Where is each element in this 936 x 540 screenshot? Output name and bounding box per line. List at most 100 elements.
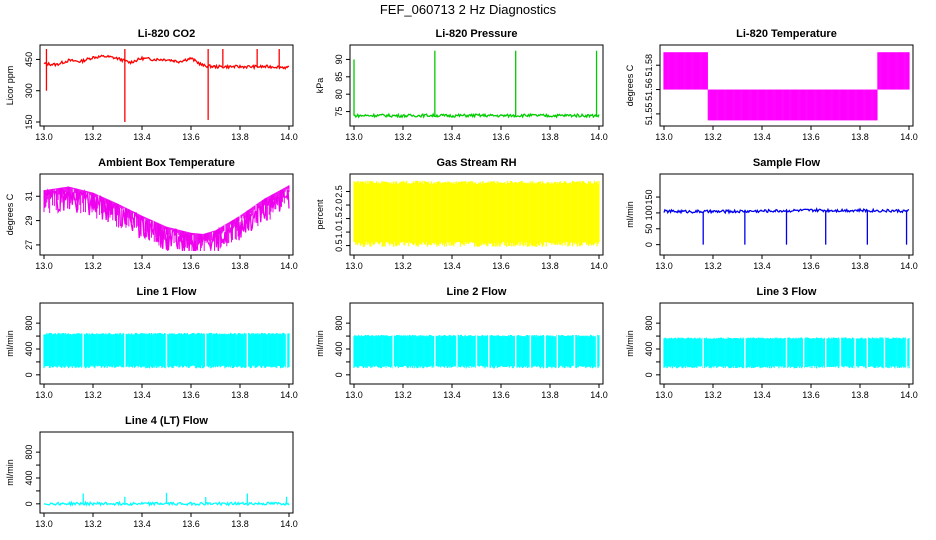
plot-frame bbox=[39, 431, 294, 514]
chart-panel: Line 4 (LT) Flow ml/min 13.0 13.2 13.4 13.6 13… bbox=[5, 415, 298, 529]
x-tick-label: 13.4 bbox=[133, 132, 151, 142]
y-tick-label: 31 bbox=[24, 191, 34, 201]
x-tick-label: 13.0 bbox=[655, 132, 673, 142]
y-tick-label: 50 bbox=[644, 224, 654, 234]
x-tick-label: 13.4 bbox=[133, 261, 151, 271]
chart-panel: Line 3 Flow ml/min 13.0 13.2 13.4 13.6 13.8 14.… bbox=[625, 286, 918, 400]
x-tick-label: 14.0 bbox=[900, 261, 918, 271]
y-tick-label: 150 bbox=[24, 114, 34, 129]
chart-panel: Line 1 Flow ml/min 13.0 13.2 13.4 13.6 13.8 14.… bbox=[5, 286, 298, 400]
y-tick-label: 800 bbox=[644, 316, 654, 331]
x-tick-label: 13.6 bbox=[182, 132, 200, 142]
chart-title: Line 2 Flow bbox=[447, 286, 507, 298]
x-tick-label: 14.0 bbox=[280, 261, 298, 271]
y-tick-label: 800 bbox=[24, 445, 34, 460]
plot-frame bbox=[39, 173, 294, 256]
x-tick-label: 13.4 bbox=[753, 390, 771, 400]
y-tick-label: 0 bbox=[644, 242, 654, 247]
y-axis-label: ml/min bbox=[625, 201, 635, 228]
plot-frame bbox=[349, 44, 604, 127]
x-tick-label: 13.0 bbox=[655, 261, 673, 271]
x-tick-label: 13.2 bbox=[84, 390, 102, 400]
x-tick-label: 13.0 bbox=[655, 390, 673, 400]
x-tick-label: 13.2 bbox=[704, 132, 722, 142]
plot-frame bbox=[349, 173, 604, 256]
y-axis-label: kPa bbox=[315, 78, 325, 94]
chart-title: Li-820 CO2 bbox=[138, 28, 195, 40]
chart-panel: Line 2 Flow ml/min 13.0 13.2 13.4 13.6 13.8 14.… bbox=[315, 286, 608, 400]
x-tick-label: 13.8 bbox=[851, 132, 869, 142]
x-tick-label: 13.4 bbox=[133, 390, 151, 400]
y-tick-label: 400 bbox=[334, 341, 344, 356]
y-tick-label: 150 bbox=[644, 190, 654, 205]
x-tick-label: 13.6 bbox=[182, 390, 200, 400]
chart-title: Line 3 Flow bbox=[757, 286, 817, 298]
x-tick-label: 13.6 bbox=[492, 390, 510, 400]
y-tick-label: 0 bbox=[644, 372, 654, 377]
y-tick-label: 27 bbox=[24, 240, 34, 250]
x-tick-label: 13.0 bbox=[345, 390, 363, 400]
chart-title: Sample Flow bbox=[753, 157, 821, 169]
x-tick-label: 13.6 bbox=[492, 132, 510, 142]
x-tick-label: 14.0 bbox=[590, 390, 608, 400]
x-tick-label: 13.2 bbox=[84, 132, 102, 142]
x-tick-label: 13.6 bbox=[802, 261, 820, 271]
y-tick-label: 400 bbox=[24, 341, 34, 356]
y-tick-label: 800 bbox=[24, 316, 34, 331]
x-tick-label: 13.8 bbox=[231, 261, 249, 271]
chart-title: Ambient Box Temperature bbox=[98, 157, 235, 169]
chart-title: Line 4 (LT) Flow bbox=[125, 415, 208, 427]
y-tick-label: 0 bbox=[24, 372, 34, 377]
y-tick-label: 0 bbox=[334, 372, 344, 377]
plot-frame bbox=[659, 44, 914, 127]
y-tick-label: 0 bbox=[24, 501, 34, 506]
x-tick-label: 13.8 bbox=[851, 390, 869, 400]
y-tick-label: 29 bbox=[24, 216, 34, 226]
plot-frame bbox=[659, 173, 914, 256]
x-tick-label: 13.0 bbox=[35, 261, 53, 271]
chart-panel: Li-820 CO2 Licor ppm 13.0 13.2 13.4 13.6 13.8 1… bbox=[5, 28, 298, 142]
y-tick-label: 90 bbox=[334, 54, 344, 64]
x-tick-label: 13.4 bbox=[133, 519, 151, 529]
x-tick-label: 13.2 bbox=[704, 261, 722, 271]
x-tick-label: 14.0 bbox=[280, 390, 298, 400]
y-tick-label: 400 bbox=[24, 470, 34, 485]
x-tick-label: 13.8 bbox=[851, 261, 869, 271]
y-tick-label: 300 bbox=[24, 83, 34, 98]
y-tick-label: 85 bbox=[334, 72, 344, 82]
chart-title: Li-820 Pressure bbox=[436, 28, 518, 40]
x-tick-label: 14.0 bbox=[590, 261, 608, 271]
x-tick-label: 13.2 bbox=[394, 261, 412, 271]
plot-frame bbox=[659, 302, 914, 385]
y-tick-label: 51.56 bbox=[644, 78, 654, 101]
x-tick-label: 14.0 bbox=[590, 132, 608, 142]
chart-title: Li-820 Temperature bbox=[736, 28, 837, 40]
chart-panel: Ambient Box Temperature degrees C 13.0 13.2… bbox=[5, 157, 298, 271]
y-tick-label: 0.5 bbox=[334, 239, 344, 252]
x-tick-label: 13.2 bbox=[84, 519, 102, 529]
chart-title: Line 1 Flow bbox=[137, 286, 197, 298]
y-axis-label: ml/min bbox=[625, 330, 635, 357]
x-tick-label: 13.0 bbox=[35, 390, 53, 400]
x-tick-label: 13.0 bbox=[345, 261, 363, 271]
y-axis-label: percent bbox=[315, 199, 325, 230]
x-tick-label: 13.2 bbox=[394, 390, 412, 400]
y-axis-label: Licor ppm bbox=[5, 66, 15, 106]
x-tick-label: 13.0 bbox=[35, 519, 53, 529]
page-title: FEF_060713 2 Hz Diagnostics bbox=[379, 2, 557, 17]
x-tick-label: 13.6 bbox=[802, 132, 820, 142]
chart-panel: Li-820 Temperature degrees C 13.0 13.2 13.4 1… bbox=[625, 28, 918, 142]
x-tick-label: 13.8 bbox=[541, 390, 559, 400]
y-axis-label: degrees C bbox=[5, 193, 15, 235]
y-axis-label: ml/min bbox=[5, 330, 15, 357]
plot-frame bbox=[39, 302, 294, 385]
x-tick-label: 13.4 bbox=[443, 390, 461, 400]
data-trace bbox=[43, 54, 290, 71]
y-tick-label: 1.5 bbox=[334, 212, 344, 225]
x-tick-label: 13.8 bbox=[231, 390, 249, 400]
y-tick-label: 1.0 bbox=[334, 226, 344, 239]
x-tick-label: 14.0 bbox=[900, 132, 918, 142]
x-tick-label: 13.8 bbox=[231, 519, 249, 529]
chart-title: Gas Stream RH bbox=[436, 157, 516, 169]
